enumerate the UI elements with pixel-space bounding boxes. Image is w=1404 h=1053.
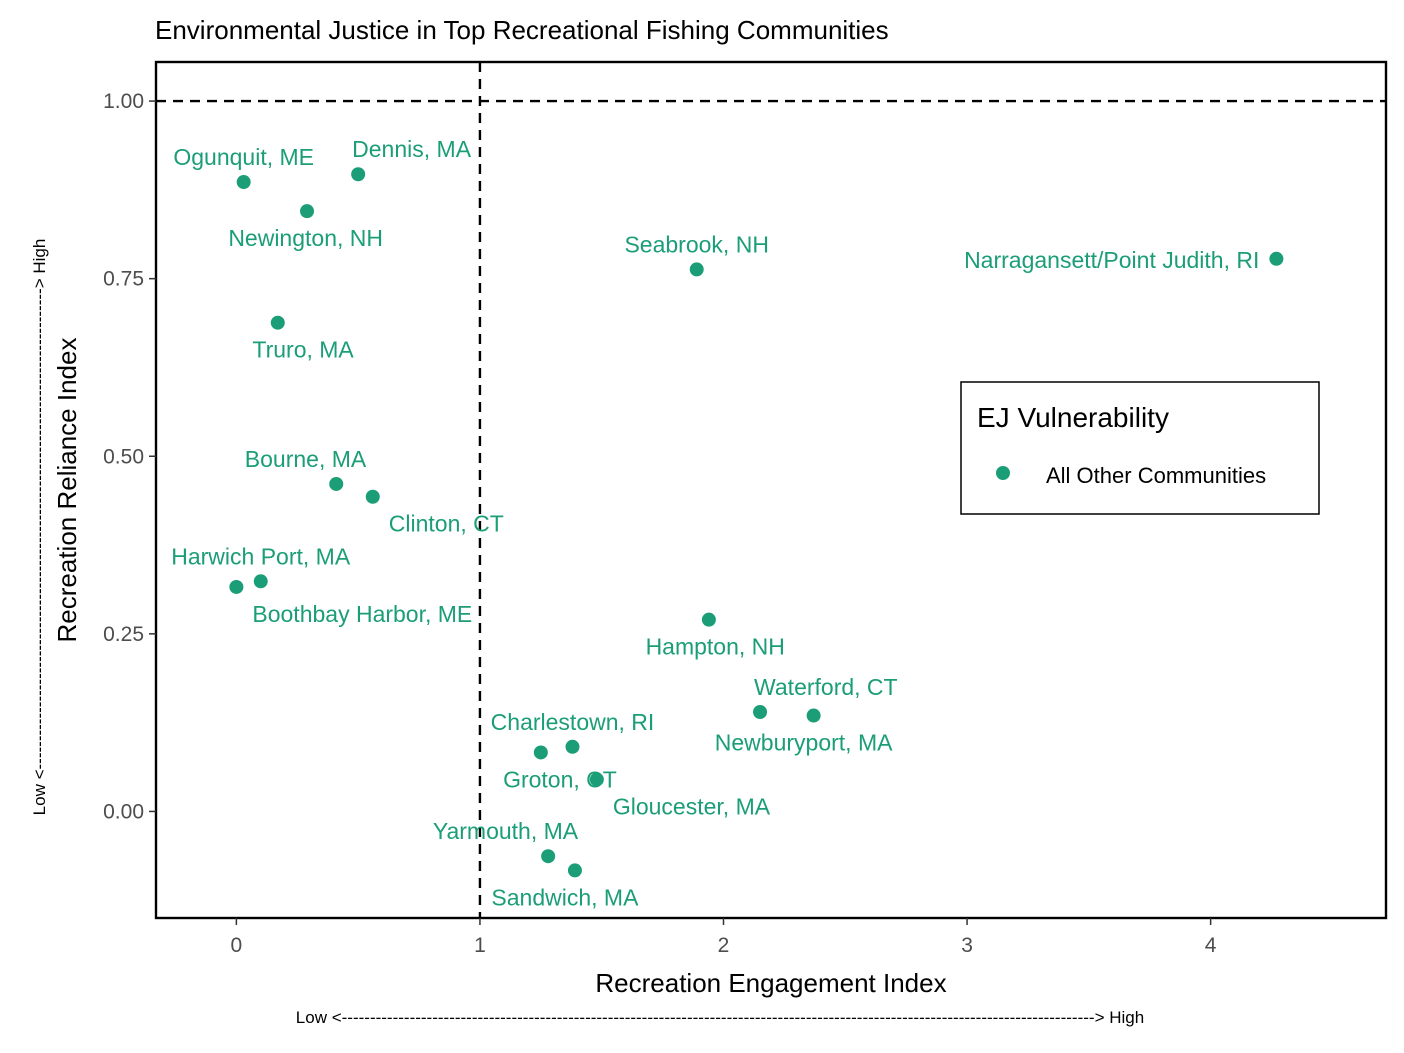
data-point-label: Seabrook, NH [624, 231, 768, 257]
data-point-label: Waterford, CT [754, 674, 898, 700]
data-point [351, 167, 366, 182]
x-tick-label: 0 [231, 934, 243, 957]
data-point [806, 708, 821, 723]
data-point-label: Clinton, CT [389, 511, 504, 537]
data-point [589, 772, 604, 787]
data-point [365, 489, 380, 504]
data-point-label: Ogunquit, ME [173, 144, 314, 170]
y-tick-label: 1.00 [103, 90, 144, 113]
y-axis-ticks: 0.00 0.25 0.50 0.75 1.00 [103, 90, 156, 823]
legend-key-marker [996, 466, 1010, 480]
data-point-label: Narragansett/Point Judith, RI [964, 247, 1259, 273]
plot-panel-border [154, 60, 1388, 920]
data-point [253, 574, 268, 589]
y-tick-label: 0.00 [103, 800, 144, 823]
y-tick-label: 0.25 [103, 623, 144, 646]
x-axis-ticks: 0 1 2 3 4 [231, 918, 1217, 957]
data-point-label: Charlestown, RI [491, 709, 655, 735]
data-point-label: Gloucester, MA [613, 793, 771, 819]
data-point [565, 739, 580, 754]
y-axis-title: Recreation Reliance Index [52, 338, 82, 643]
data-point-label: Newburyport, MA [715, 730, 893, 756]
data-point-label: Newington, NH [228, 225, 383, 251]
x-axis-low-high-arrow: Low <-----------------------------------… [296, 1008, 1144, 1027]
data-point [329, 476, 344, 491]
data-points [229, 167, 1284, 878]
data-point-label: Sandwich, MA [491, 884, 639, 910]
data-point [567, 863, 582, 878]
chart-title: Environmental Justice in Top Recreationa… [155, 15, 889, 45]
data-point [753, 704, 768, 719]
y-tick-label: 0.50 [103, 445, 144, 468]
data-point-label: Harwich Port, MA [171, 543, 351, 569]
data-point [541, 849, 556, 864]
data-point [689, 262, 704, 277]
x-tick-label: 1 [474, 934, 486, 957]
x-axis-title: Recreation Engagement Index [595, 968, 946, 998]
point-labels: Ogunquit, ME Dennis, MA Newington, NH Truro… [171, 136, 1259, 910]
legend-entry-label: All Other Communities [1046, 463, 1266, 488]
data-point-label: Hampton, NH [646, 634, 785, 660]
x-tick-label: 4 [1205, 934, 1217, 957]
data-point-label: Dennis, MA [352, 136, 472, 162]
y-axis-low-high-arrow: Low <-----------------------------------… [30, 239, 49, 816]
y-tick-label: 0.75 [103, 268, 144, 291]
data-point [533, 745, 548, 760]
reference-lines [156, 62, 1386, 918]
data-point [1269, 251, 1284, 266]
legend-box [960, 381, 1320, 515]
data-point [270, 315, 285, 330]
data-point-label: Groton, CT [503, 766, 617, 792]
data-point [300, 204, 315, 219]
x-tick-label: 3 [961, 934, 973, 957]
data-point-label: Yarmouth, MA [433, 818, 579, 844]
legend-title: EJ Vulnerability [977, 402, 1169, 433]
data-point [236, 175, 251, 190]
data-point-label: Truro, MA [252, 337, 354, 363]
data-point [701, 612, 716, 627]
data-point [229, 579, 244, 594]
data-point-label: Boothbay Harbor, ME [252, 601, 472, 627]
x-tick-label: 2 [718, 934, 730, 957]
data-point-label: Bourne, MA [245, 446, 367, 472]
legend: EJ Vulnerability All Other Communities [960, 381, 1320, 515]
